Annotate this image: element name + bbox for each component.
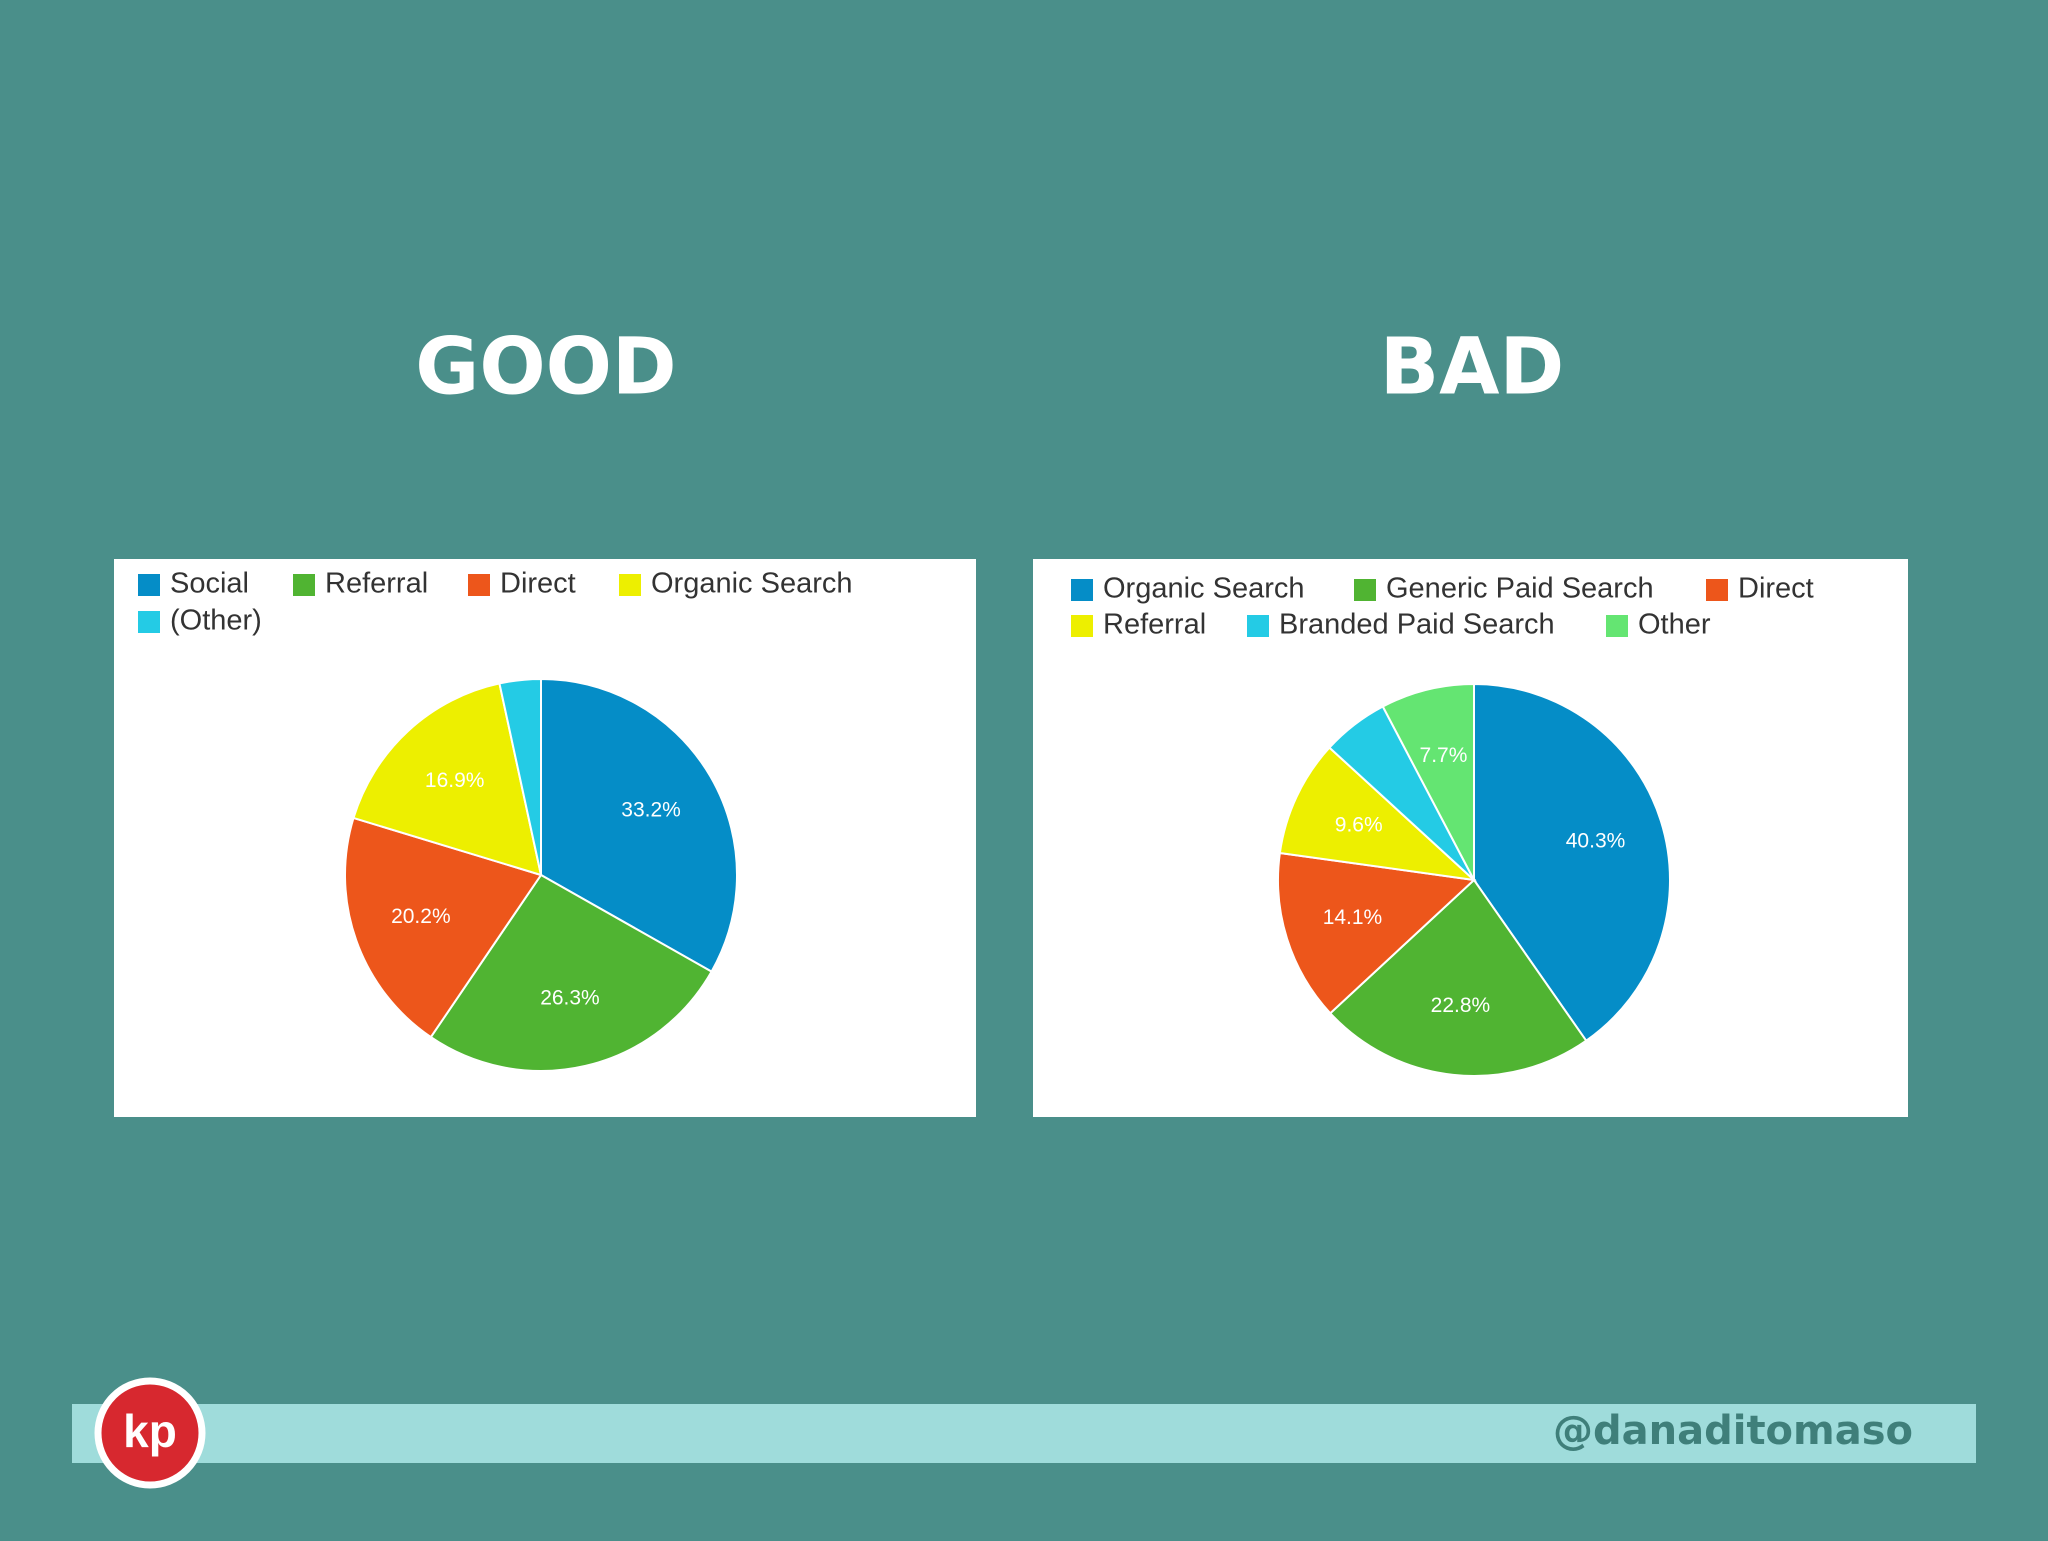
legend-label: Generic Paid Search xyxy=(1386,573,1654,605)
value-label: 33.2% xyxy=(621,798,681,821)
legend-label: Organic Search xyxy=(651,568,853,600)
value-label: 7.7% xyxy=(1420,744,1468,767)
chart-title: GOOD xyxy=(415,322,676,412)
handle: @danaditomaso xyxy=(1553,1408,1913,1454)
pie-slice xyxy=(1277,851,1477,1015)
pie-slice xyxy=(1473,682,1671,1043)
value-label: 26.3% xyxy=(540,987,600,1010)
value-label: 22.8% xyxy=(1431,994,1491,1017)
logo xyxy=(94,1377,206,1489)
legend-swatch xyxy=(1071,579,1093,601)
legend-swatch xyxy=(293,574,315,596)
value-label: 9.6% xyxy=(1335,813,1383,836)
legend-label: Social xyxy=(170,568,249,600)
pie-slice xyxy=(429,873,713,1072)
legend-label: (Other) xyxy=(170,605,262,637)
footer-bar xyxy=(72,1404,1976,1463)
legend-swatch xyxy=(619,574,641,596)
pie-slice xyxy=(498,677,542,876)
legend-swatch xyxy=(1071,615,1093,637)
legend-swatch xyxy=(468,574,490,596)
pie-slice xyxy=(540,677,738,973)
pie-slice xyxy=(1278,746,1478,882)
pie-slice xyxy=(352,682,543,877)
value-label: 20.2% xyxy=(391,905,451,928)
legend-swatch xyxy=(1247,615,1269,637)
pie-slice xyxy=(344,816,543,1039)
legend-label: Referral xyxy=(325,568,428,600)
legend-swatch xyxy=(1354,579,1376,601)
legend-label: Direct xyxy=(500,568,576,600)
legend-label: Other xyxy=(1638,609,1711,641)
legend-swatch xyxy=(138,574,160,596)
pie-slice xyxy=(1381,682,1475,881)
pie-slice xyxy=(1328,878,1588,1077)
legend-label: Direct xyxy=(1738,573,1814,605)
legend-label: Branded Paid Search xyxy=(1279,609,1555,641)
legend-swatch xyxy=(138,611,160,633)
legend-swatch xyxy=(1606,615,1628,637)
legend-label: Organic Search xyxy=(1103,573,1305,605)
legend-label: Referral xyxy=(1103,609,1206,641)
value-label: 40.3% xyxy=(1566,829,1626,852)
value-label: 16.9% xyxy=(425,769,485,792)
value-label: 14.1% xyxy=(1323,906,1383,929)
legend-swatch xyxy=(1706,579,1728,601)
logo-text: kp xyxy=(123,1405,177,1457)
chart-title: BAD xyxy=(1380,322,1565,412)
